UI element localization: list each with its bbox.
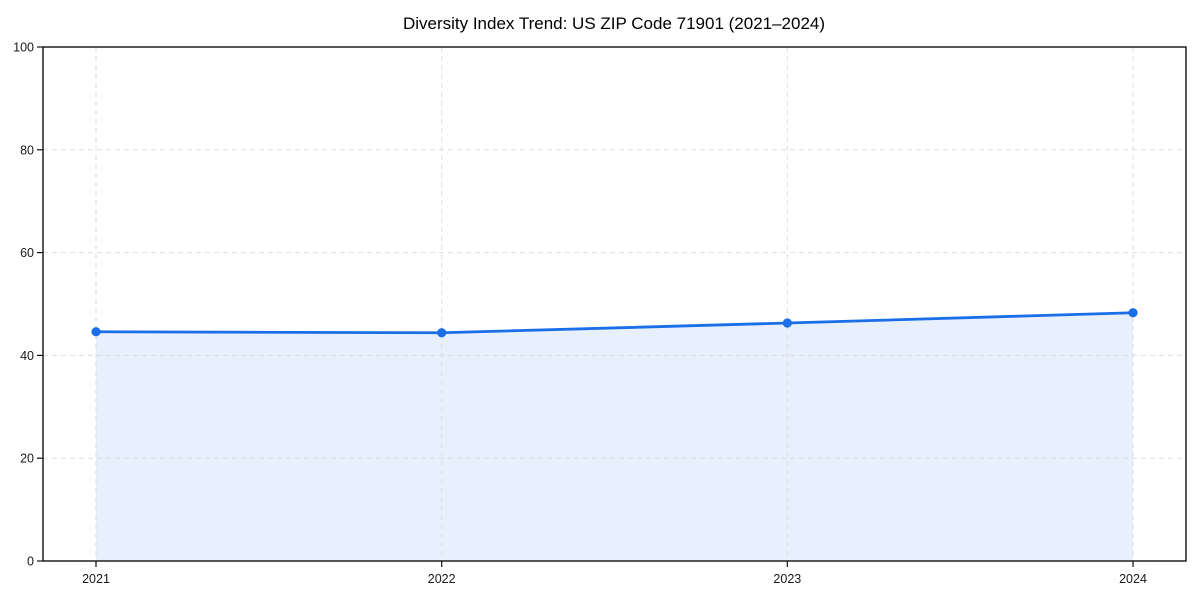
plot-area: 0 20 40 60 80 100 2021 2022 2023 2024 — [13, 41, 1187, 586]
y-tick-label: 100 — [13, 41, 34, 55]
x-tick-label: 2023 — [773, 572, 801, 586]
chart-title: Diversity Index Trend: US ZIP Code 71901… — [403, 14, 825, 33]
y-tick-label: 60 — [20, 246, 34, 260]
data-point-2024 — [1128, 308, 1138, 318]
x-tick-label: 2024 — [1119, 572, 1147, 586]
plot-border — [42, 46, 1187, 562]
y-tick-label: 20 — [20, 452, 34, 466]
x-tick-label: 2022 — [428, 572, 456, 586]
data-point-2023 — [782, 318, 792, 328]
data-point-2022 — [437, 328, 447, 338]
data-point-2021 — [91, 327, 101, 337]
x-tick-label: 2021 — [82, 572, 110, 586]
y-tick-label: 40 — [20, 349, 34, 363]
area-fill — [96, 312, 1133, 561]
y-tick-label: 80 — [20, 143, 34, 157]
trend-line — [94, 311, 1135, 335]
y-tick-label: 0 — [27, 555, 34, 569]
